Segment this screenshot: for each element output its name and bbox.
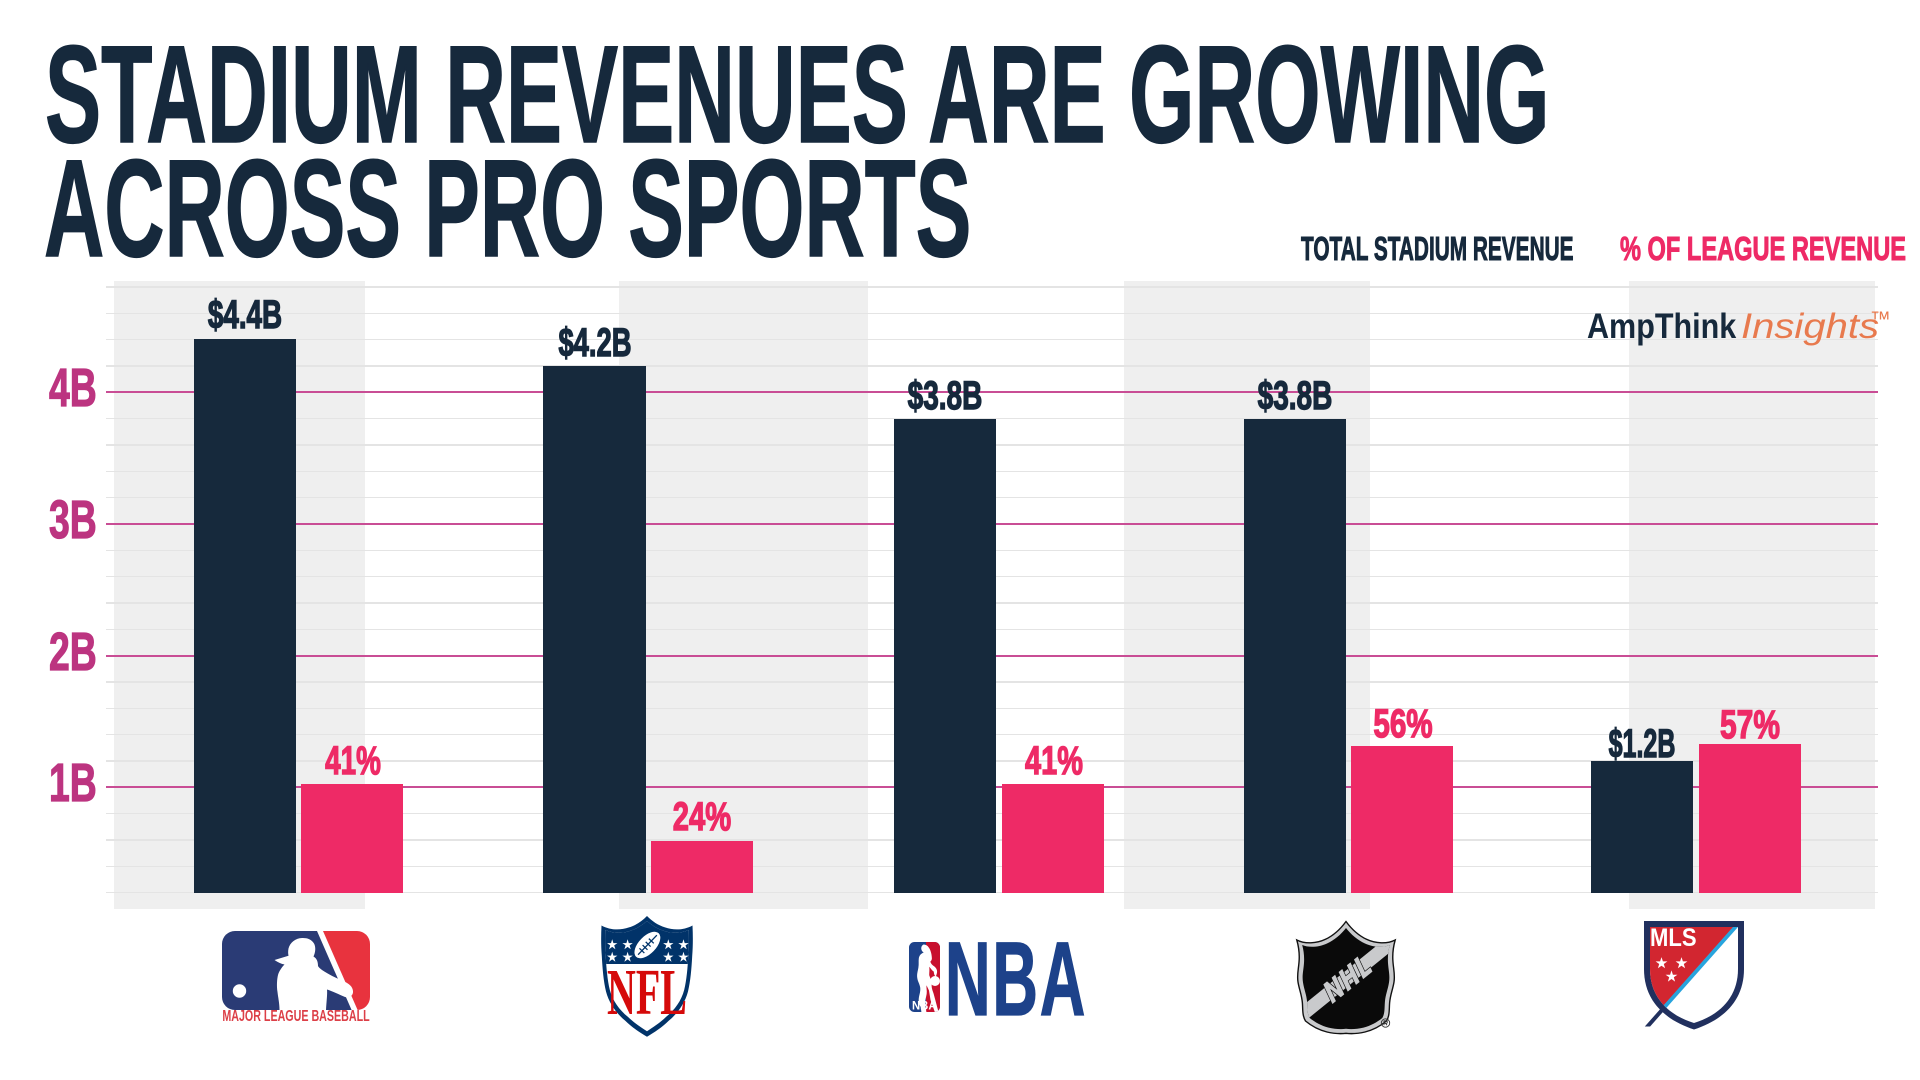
svg-text:NBA: NBA xyxy=(912,999,937,1013)
